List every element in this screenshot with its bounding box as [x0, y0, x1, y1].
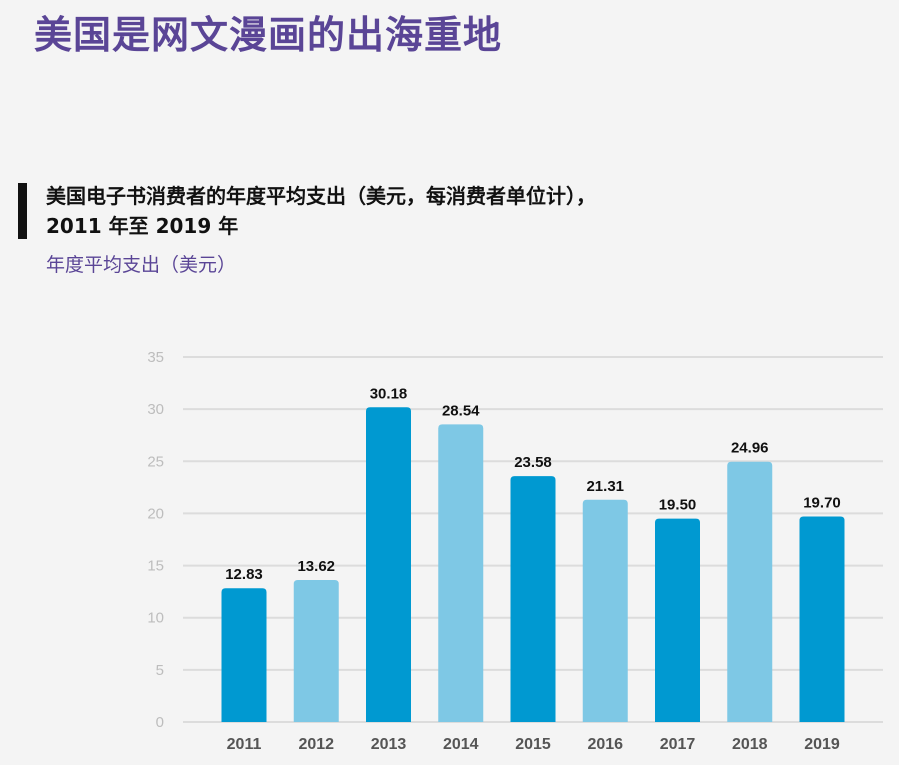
- data-label: 12.83: [225, 566, 263, 583]
- data-label: 19.50: [659, 497, 697, 514]
- chart-title-line-1: 美国电子书消费者的年度平均支出（美元，每消费者单位计），: [46, 184, 596, 208]
- x-tick-label: 2011: [227, 736, 262, 753]
- y-tick-label: 10: [147, 610, 164, 627]
- x-tick-label: 2012: [298, 736, 334, 753]
- bar: [293, 579, 339, 722]
- y-tick-label: 20: [147, 505, 164, 522]
- x-tick-label: 2018: [732, 736, 768, 753]
- x-tick-label: 2013: [371, 736, 407, 753]
- x-tick-label: 2015: [515, 736, 551, 753]
- bar: [582, 499, 628, 722]
- bar: [727, 461, 773, 722]
- y-tick-label: 30: [147, 401, 164, 418]
- data-label: 30.18: [370, 385, 408, 402]
- data-label: 19.70: [803, 495, 841, 512]
- x-tick-label: 2014: [443, 736, 479, 753]
- y-tick-label: 0: [156, 714, 164, 731]
- x-tick-label: 2016: [587, 736, 623, 753]
- chart-title: 美国电子书消费者的年度平均支出（美元，每消费者单位计）， 2011 年至 201…: [46, 181, 846, 241]
- y-tick-label: 35: [147, 349, 164, 366]
- bar: [438, 424, 484, 722]
- data-label: 13.62: [297, 558, 335, 575]
- data-label: 21.31: [586, 478, 624, 495]
- data-label: 28.54: [442, 402, 480, 419]
- bar: [510, 476, 556, 722]
- x-tick-label: 2017: [660, 736, 696, 753]
- y-tick-label: 5: [156, 662, 164, 679]
- bar: [366, 407, 411, 722]
- y-tick-label: 15: [147, 558, 164, 575]
- bar: [221, 588, 267, 722]
- data-label: 23.58: [514, 454, 552, 471]
- chart-y-axis-label: 年度平均支出（美元）: [46, 254, 237, 276]
- bar: [799, 516, 845, 722]
- x-tick-label: 2019: [804, 736, 840, 753]
- chart-title-line-2: 2011 年至 2019 年: [46, 214, 239, 238]
- title-accent-bar: [18, 183, 27, 239]
- bar: [655, 518, 700, 722]
- y-tick-label: 25: [147, 453, 164, 470]
- data-label: 24.96: [731, 440, 769, 457]
- page-title: 美国是网文漫画的出海重地: [34, 13, 503, 57]
